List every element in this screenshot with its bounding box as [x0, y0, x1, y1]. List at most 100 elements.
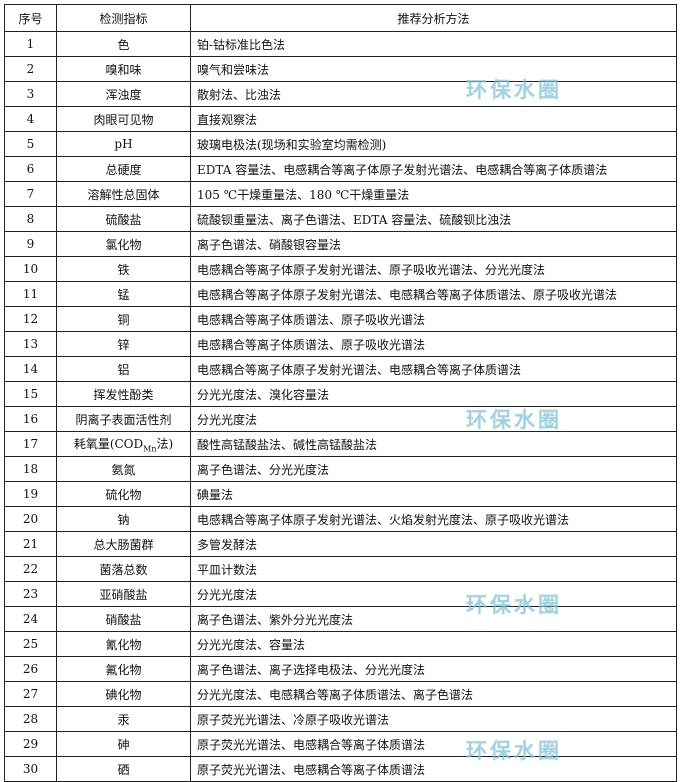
header-no: 序号: [4, 4, 57, 32]
indicator-subscript: Mn: [143, 444, 157, 454]
row-number: 23: [4, 581, 57, 607]
indicator-cell: 氰化物: [56, 631, 191, 657]
row-number: 2: [4, 56, 57, 82]
row-number: 18: [4, 456, 57, 482]
row-number: 26: [4, 656, 57, 682]
row-number: 22: [4, 556, 57, 582]
table-row: 3 浑浊度 散射法、比浊法: [4, 81, 677, 107]
indicator-cell: 砷: [56, 731, 191, 757]
method-cell: 离子色谱法、紫外分光光度法: [190, 606, 677, 632]
header-method: 推荐分析方法: [190, 4, 677, 32]
indicator-cell: 铁: [56, 256, 191, 282]
indicator-cell: 铝: [56, 356, 191, 382]
row-number: 8: [4, 206, 57, 232]
method-cell: 散射法、比浊法: [190, 81, 677, 107]
row-number: 1: [4, 31, 57, 57]
indicator-cell: 硒: [56, 756, 191, 782]
method-cell: 酸性高锰酸盐法、碱性高锰酸盐法: [190, 431, 677, 457]
method-cell: 电感耦合等离子体质谱法、原子吸收光谱法: [190, 306, 677, 332]
row-number: 5: [4, 131, 57, 157]
indicator-cell: 溶解性总固体: [56, 181, 191, 207]
table-header-row: 序号 检测指标 推荐分析方法: [4, 4, 677, 32]
method-cell: 分光光度法、电感耦合等离子体质谱法、离子色谱法: [190, 681, 677, 707]
indicator-cell: 肉眼可见物: [56, 106, 191, 132]
method-cell: 玻璃电极法(现场和实验室均需检测): [190, 131, 677, 157]
table-row: 5 pH 玻璃电极法(现场和实验室均需检测): [4, 131, 677, 157]
indicator-cell: 铜: [56, 306, 191, 332]
indicator-cell: 碘化物: [56, 681, 191, 707]
table-row: 15 挥发性酚类 分光光度法、溴化容量法: [4, 381, 677, 407]
table-row: 1 色铂-钴标准比色法: [4, 31, 677, 57]
table-row: 28 汞原子荧光光谱法、冷原子吸收光谱法: [4, 706, 677, 732]
row-number: 30: [4, 756, 57, 782]
indicator-cell: 汞: [56, 706, 191, 732]
table-row: 27 碘化物 分光光度法、电感耦合等离子体质谱法、离子色谱法: [4, 681, 677, 707]
method-cell: 原子荧光光谱法、电感耦合等离子体质谱法: [190, 756, 677, 782]
table-row: 6 总硬度 EDTA 容量法、电感耦合等离子体原子发射光谱法、电感耦合等离子体质谱法: [4, 156, 677, 182]
row-number: 24: [4, 606, 57, 632]
method-cell: 平皿计数法: [190, 556, 677, 582]
method-cell: 原子荧光光谱法、电感耦合等离子体质谱法: [190, 731, 677, 757]
row-number: 13: [4, 331, 57, 357]
table-row: 29 砷原子荧光光谱法、电感耦合等离子体质谱法: [4, 731, 677, 757]
analysis-methods-table: 序号 检测指标 推荐分析方法 1 色铂-钴标准比色法 2 嗅和味 嗅气和尝味法 3 浑浊度散…: [4, 4, 677, 782]
indicator-cell: pH: [56, 131, 191, 157]
row-number: 14: [4, 356, 57, 382]
indicator-text: 耗氧量(COD: [73, 436, 144, 451]
table-row: 26 氟化物 离子色谱法、离子选择电极法、分光光度法: [4, 656, 677, 682]
method-cell: 分光光度法、溴化容量法: [190, 381, 677, 407]
method-cell: 嗅气和尝味法: [190, 56, 677, 82]
indicator-cell: 嗅和味: [56, 56, 191, 82]
table-row: 11 锰电感耦合等离子体原子发射光谱法、电感耦合等离子体质谱法、原子吸收光谱法: [4, 281, 677, 307]
table-row: 12 铜电感耦合等离子体质谱法、原子吸收光谱法: [4, 306, 677, 332]
method-cell: 离子色谱法、分光光度法: [190, 456, 677, 482]
method-cell: 直接观察法: [190, 106, 677, 132]
row-number: 10: [4, 256, 57, 282]
method-cell: 离子色谱法、离子选择电极法、分光光度法: [190, 656, 677, 682]
table-row: 16 阴离子表面活性剂 分光光度法: [4, 406, 677, 432]
indicator-cell: 氨氮: [56, 456, 191, 482]
table-row: 7 溶解性总固体 105 ℃干燥重量法、180 ℃干燥重量法: [4, 181, 677, 207]
method-cell: 电感耦合等离子体原子发射光谱法、火焰发射光度法、原子吸收光谱法: [190, 506, 677, 532]
row-number: 3: [4, 81, 57, 107]
indicator-cell: 锌: [56, 331, 191, 357]
method-cell: 分光光度法、容量法: [190, 631, 677, 657]
method-cell: 离子色谱法、硝酸银容量法: [190, 231, 677, 257]
method-cell: 铂-钴标准比色法: [190, 31, 677, 57]
indicator-cell: 总硬度: [56, 156, 191, 182]
row-number: 7: [4, 181, 57, 207]
table-row: 24 硝酸盐 离子色谱法、紫外分光光度法: [4, 606, 677, 632]
table-row: 20 钠电感耦合等离子体原子发射光谱法、火焰发射光度法、原子吸收光谱法: [4, 506, 677, 532]
indicator-cell: 亚硝酸盐: [56, 581, 191, 607]
table-row: 9 氯化物 离子色谱法、硝酸银容量法: [4, 231, 677, 257]
method-cell: 电感耦合等离子体质谱法、原子吸收光谱法: [190, 331, 677, 357]
table-row: 30 硒原子荧光光谱法、电感耦合等离子体质谱法: [4, 756, 677, 782]
method-cell: 105 ℃干燥重量法、180 ℃干燥重量法: [190, 181, 677, 207]
method-cell: EDTA 容量法、电感耦合等离子体原子发射光谱法、电感耦合等离子体质谱法: [190, 156, 677, 182]
row-number: 27: [4, 681, 57, 707]
method-cell: 原子荧光光谱法、冷原子吸收光谱法: [190, 706, 677, 732]
indicator-cell: 硫化物: [56, 481, 191, 507]
table-row: 4 肉眼可见物 直接观察法: [4, 106, 677, 132]
row-number: 29: [4, 731, 57, 757]
method-cell: 电感耦合等离子体原子发射光谱法、电感耦合等离子体质谱法: [190, 356, 677, 382]
indicator-cell: 色: [56, 31, 191, 57]
row-number: 11: [4, 281, 57, 307]
row-number: 25: [4, 631, 57, 657]
row-number: 20: [4, 506, 57, 532]
indicator-cell: 总大肠菌群: [56, 531, 191, 557]
table-row: 13 锌电感耦合等离子体质谱法、原子吸收光谱法: [4, 331, 677, 357]
indicator-cell: 硝酸盐: [56, 606, 191, 632]
indicator-cell: 挥发性酚类: [56, 381, 191, 407]
indicator-cell: 浑浊度: [56, 81, 191, 107]
indicator-cell: 菌落总数: [56, 556, 191, 582]
method-cell: 分光光度法: [190, 581, 677, 607]
method-cell: 碘量法: [190, 481, 677, 507]
method-cell: 电感耦合等离子体原子发射光谱法、电感耦合等离子体质谱法、原子吸收光谱法: [190, 281, 677, 307]
indicator-cell: 氟化物: [56, 656, 191, 682]
row-number: 16: [4, 406, 57, 432]
method-cell: 多管发酵法: [190, 531, 677, 557]
indicator-cell: 锰: [56, 281, 191, 307]
row-number: 4: [4, 106, 57, 132]
table-row: 18 氨氮 离子色谱法、分光光度法: [4, 456, 677, 482]
